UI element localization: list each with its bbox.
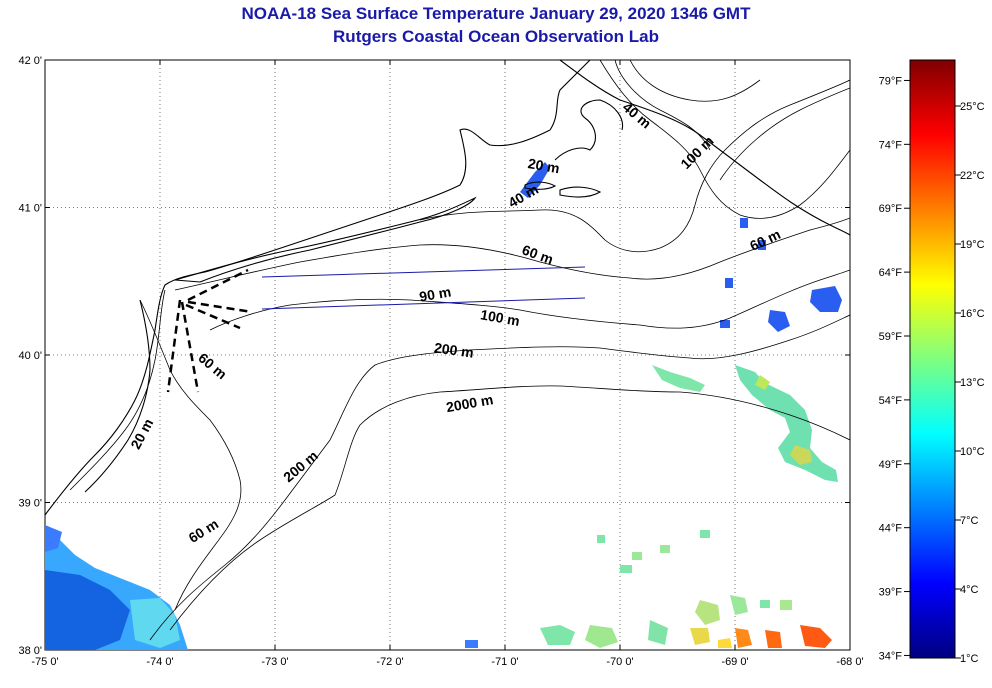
colorbar-c-label: 10°C (960, 446, 985, 458)
title-line-1: NOAA-18 Sea Surface Temperature January … (241, 4, 751, 23)
lane-3 (187, 268, 249, 302)
colorbar-f-label: 44°F (879, 523, 903, 535)
map-frame (44, 59, 851, 651)
colorbar-f-label: 64°F (879, 267, 903, 279)
coastline-long-island (174, 196, 477, 283)
lon-tick-label: -71 0' (491, 656, 518, 668)
colorbar-f-label: 59°F (879, 331, 903, 343)
contour-20m (69, 289, 166, 491)
colorbar-c-label: 1°C (960, 653, 979, 665)
transect-lines (261, 266, 586, 310)
lane-2 (180, 301, 200, 393)
coastline-cape-cod (554, 99, 624, 161)
sst-pixels-southwest (45, 525, 188, 650)
coastline-mid-atlantic (45, 60, 591, 516)
coastline-new-jersey (84, 299, 151, 493)
colorbar-f-label: 49°F (879, 459, 903, 471)
colorbar-c-label: 16°C (960, 308, 985, 320)
contour-2000m (169, 385, 850, 631)
shipping-lanes (166, 268, 253, 393)
colorbar-fahrenheit-labels: 79°F 74°F 69°F 64°F 59°F 54°F 49°F 44°F 39°F 34°F (879, 75, 910, 662)
colorbar-c-label: 7°C (960, 515, 979, 527)
sst-pixels-gulf-stream (652, 218, 842, 482)
contour-label: 200 m (433, 339, 475, 360)
title-line-2: Rutgers Coastal Ocean Observation Lab (333, 27, 659, 46)
lon-tick-label: -74 0' (146, 656, 173, 668)
colorbar-c-label: 25°C (960, 101, 985, 113)
coastline (45, 60, 850, 516)
lon-tick-label: -68 0' (836, 656, 863, 668)
colorbar: 79°F 74°F 69°F 64°F 59°F 54°F 49°F 44°F 39°F 34°F… (879, 59, 985, 665)
lat-tick-label: 39 0' (18, 498, 42, 510)
contour-40m (419, 79, 850, 253)
colorbar-f-label: 54°F (879, 395, 903, 407)
colorbar-f-label: 69°F (879, 203, 903, 215)
lat-tick-label: 41 0' (18, 203, 42, 215)
contour-label: 20 m (527, 155, 561, 176)
colorbar-c-label: 19°C (960, 239, 985, 251)
colorbar-gradient (909, 59, 956, 659)
coastline-maine (559, 60, 850, 236)
transect-north (261, 266, 586, 278)
contour-label: 90 m (418, 283, 452, 304)
contour-label: 100 m (479, 306, 521, 329)
lat-tick-label: 40 0' (18, 350, 42, 362)
colorbar-celsius-labels: 25°C 22°C 19°C 16°C 13°C 10°C 7°C 4°C 1°C (955, 101, 985, 665)
sst-pixels-southeast (465, 530, 832, 648)
lat-tick-label: 42 0' (18, 55, 42, 67)
lon-tick-label: -70 0' (606, 656, 633, 668)
map-panel: -75 0' -74 0' -73 0' -72 0' -71 0' -70 0' -69 … (18, 55, 863, 668)
lon-tick-label: -69 0' (721, 656, 748, 668)
contour-60m (174, 217, 850, 291)
colorbar-c-label: 22°C (960, 170, 985, 182)
lane-5 (185, 303, 241, 330)
colorbar-c-label: 13°C (960, 377, 985, 389)
lane-1 (166, 299, 182, 393)
lon-tick-label: -72 0' (376, 656, 403, 668)
colorbar-f-label: 39°F (879, 587, 903, 599)
contour-100m (209, 269, 850, 331)
lane-4 (187, 300, 253, 314)
contour-200m (149, 314, 850, 641)
transect-south (261, 297, 586, 310)
colorbar-f-label: 74°F (879, 139, 903, 151)
lon-tick-label: -73 0' (261, 656, 288, 668)
latitude-ticks: 42 0' 41 0' 40 0' 39 0' 38 0' (18, 55, 850, 657)
colorbar-f-label: 34°F (879, 650, 903, 662)
lat-tick-label: 38 0' (18, 645, 42, 657)
contour-100m-gom (599, 60, 850, 219)
contour-georges (719, 87, 850, 181)
bathymetry-contours (69, 60, 850, 641)
coastline-nantucket (559, 186, 602, 198)
contour-60m-inner (139, 299, 242, 611)
colorbar-f-label: 79°F (879, 75, 903, 87)
contour-gom-basin-2 (629, 60, 761, 102)
lon-tick-label: -75 0' (31, 656, 58, 668)
longitude-ticks: -75 0' -74 0' -73 0' -72 0' -71 0' -70 0' -69 … (31, 60, 864, 668)
colorbar-c-label: 4°C (960, 584, 979, 596)
coastline-marthas-vineyard (524, 181, 557, 190)
